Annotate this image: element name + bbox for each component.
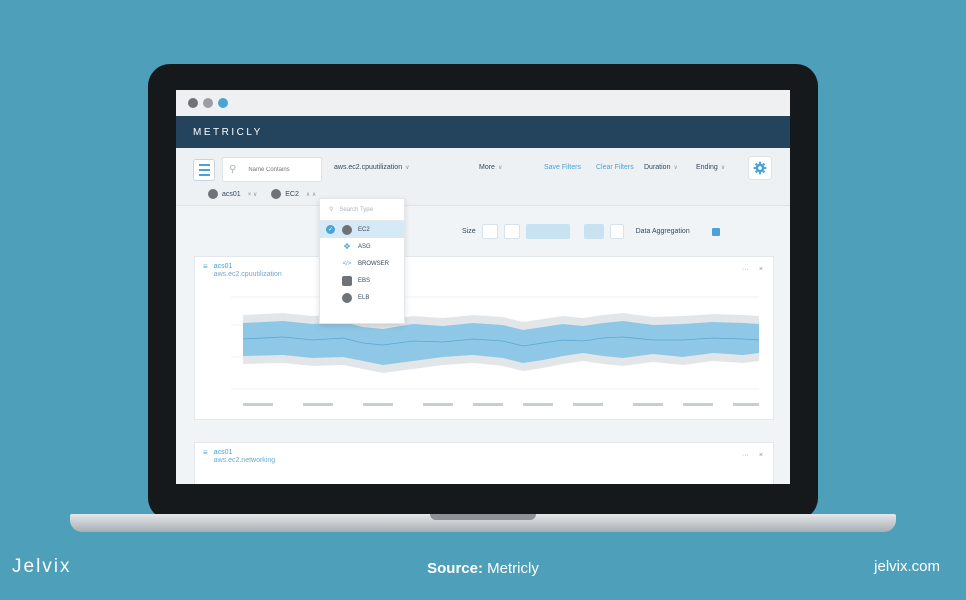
duration-label: Duration xyxy=(644,164,671,171)
type-option-label: ASG xyxy=(358,243,371,250)
chart-inner-band xyxy=(243,321,759,365)
chevron-down-icon: ∨ xyxy=(497,165,503,171)
tag-icon xyxy=(271,189,282,199)
ending-menu[interactable]: Ending ∨ xyxy=(696,164,725,171)
card-name[interactable]: acs01 xyxy=(213,449,233,456)
chart-median-line xyxy=(242,336,760,347)
source-prefix: Source: xyxy=(427,560,483,577)
jelvix-url: jelvix.com xyxy=(874,558,940,575)
search-icon: ⚲ xyxy=(329,207,334,213)
gear-icon xyxy=(753,161,767,175)
minimize-dot[interactable] xyxy=(203,98,213,108)
laptop-notch xyxy=(430,514,536,520)
laptop-base xyxy=(70,514,896,532)
tag-label: EC2 xyxy=(285,190,299,198)
more-icon[interactable]: ··· xyxy=(741,452,749,459)
ending-label: Ending xyxy=(696,164,718,171)
size-large-button[interactable] xyxy=(525,224,570,239)
search-input[interactable] xyxy=(248,166,315,173)
screen: METRICLY ⚲ aws.ec2.cpuutilization∨ More∨… xyxy=(176,90,790,484)
search-box[interactable]: ⚲ xyxy=(222,157,322,182)
metric-card: ≡ acs01 aws.ec2.networking ··· × xyxy=(194,442,774,484)
type-search-placeholder: Search Type xyxy=(339,206,373,213)
card-tools: ··· × xyxy=(742,452,763,459)
close-icon[interactable]: × xyxy=(758,266,763,273)
more-icon[interactable]: ··· xyxy=(741,266,749,273)
card-header: ≡ acs01 aws.ec2.networking xyxy=(203,449,275,465)
jelvix-logo: Jelvix xyxy=(12,556,72,577)
layout-toggle-a[interactable] xyxy=(583,224,604,239)
source-caption: Source: Metricly xyxy=(0,560,966,577)
maximize-dot[interactable] xyxy=(218,98,228,108)
metric-list-icon[interactable]: ≡ xyxy=(203,262,208,271)
clear-filters-link[interactable]: Clear Filters xyxy=(596,164,634,171)
save-filters-link[interactable]: Save Filters xyxy=(544,164,581,171)
asg-icon: ✥ xyxy=(343,242,351,251)
checkmark-icon: ✓ xyxy=(326,225,335,234)
type-option-label: BROWSER xyxy=(358,260,390,267)
type-option-label: ELB xyxy=(358,294,370,301)
more-menu[interactable]: More ∨ xyxy=(479,164,502,171)
chevron-down-icon: × ∨ xyxy=(247,191,258,198)
size-small-button[interactable] xyxy=(481,224,498,239)
card-metric[interactable]: aws.ec2.networking xyxy=(213,457,276,464)
type-option-ec2[interactable]: ✓ EC2 xyxy=(320,221,404,238)
ec2-icon xyxy=(342,224,352,235)
more-label: More xyxy=(479,164,495,171)
elb-icon xyxy=(342,292,352,303)
layout-toggle-b[interactable] xyxy=(609,224,624,239)
close-dot[interactable] xyxy=(188,98,198,108)
type-option-ebs[interactable]: EBS xyxy=(320,272,404,289)
chevron-up-icon: ∧ ∧ xyxy=(305,191,317,198)
type-dropdown: ⚲ Search Type ✓ EC2 ✥ ASG </> BROWSER EB… xyxy=(319,198,405,324)
tag-ec2[interactable]: EC2 ∧ ∧ xyxy=(271,189,316,199)
metric-chart xyxy=(231,296,760,406)
card-name[interactable]: acs01 xyxy=(213,263,233,270)
type-option-label: EBS xyxy=(358,277,371,284)
metric-label: aws.ec2.cpuutilization xyxy=(334,164,403,171)
app-bar: METRICLY xyxy=(176,116,790,148)
toolbar: ⚲ aws.ec2.cpuutilization∨ More∨ Save Fil… xyxy=(176,148,790,206)
aggregation-checkbox[interactable] xyxy=(711,227,720,236)
browser-chrome xyxy=(176,90,790,116)
card-metric[interactable]: aws.ec2.cpuutilization xyxy=(213,271,282,278)
dashboard: ≡ acs01 aws.ec2.cpuutilization ··· × xyxy=(176,206,790,484)
card-tools: ··· × xyxy=(742,266,763,273)
metric-card: ≡ acs01 aws.ec2.cpuutilization ··· × xyxy=(194,256,774,420)
app-logo: METRICLY xyxy=(193,126,263,138)
data-aggregation-label: Data Aggregation xyxy=(635,228,690,235)
tag-icon xyxy=(208,189,218,199)
size-label: Size xyxy=(462,228,476,235)
ebs-icon xyxy=(342,275,352,286)
close-icon[interactable]: × xyxy=(758,452,763,459)
filter-tags: acs01 × ∨ EC2 ∧ ∧ xyxy=(208,189,316,199)
chevron-down-icon: ∨ xyxy=(405,165,410,171)
chevron-down-icon: ∨ xyxy=(720,165,726,171)
settings-button[interactable] xyxy=(748,156,772,180)
duration-menu[interactable]: Duration ∨ xyxy=(644,164,678,171)
view-controls: Size Data Aggregation xyxy=(462,224,720,239)
tag-label: acs01 xyxy=(222,190,241,198)
type-option-asg[interactable]: ✥ ASG xyxy=(320,238,404,255)
size-medium-button[interactable] xyxy=(503,224,520,239)
type-search[interactable]: ⚲ Search Type xyxy=(320,199,404,221)
metric-list-icon[interactable]: ≡ xyxy=(203,448,208,457)
browser-icon: </> xyxy=(342,260,352,267)
tag-acs01[interactable]: acs01 × ∨ xyxy=(208,189,257,199)
type-option-browser[interactable]: </> BROWSER xyxy=(320,255,404,272)
card-header: ≡ acs01 aws.ec2.cpuutilization xyxy=(203,263,282,279)
chevron-down-icon: ∨ xyxy=(673,165,678,171)
chart-x-ticks xyxy=(243,403,759,406)
menu-button[interactable] xyxy=(193,159,215,181)
source-name: Metricly xyxy=(487,560,539,577)
type-option-elb[interactable]: ELB xyxy=(320,289,404,306)
type-option-label: EC2 xyxy=(358,226,370,233)
metric-selector[interactable]: aws.ec2.cpuutilization ∨ xyxy=(334,164,410,171)
search-icon: ⚲ xyxy=(229,164,237,175)
